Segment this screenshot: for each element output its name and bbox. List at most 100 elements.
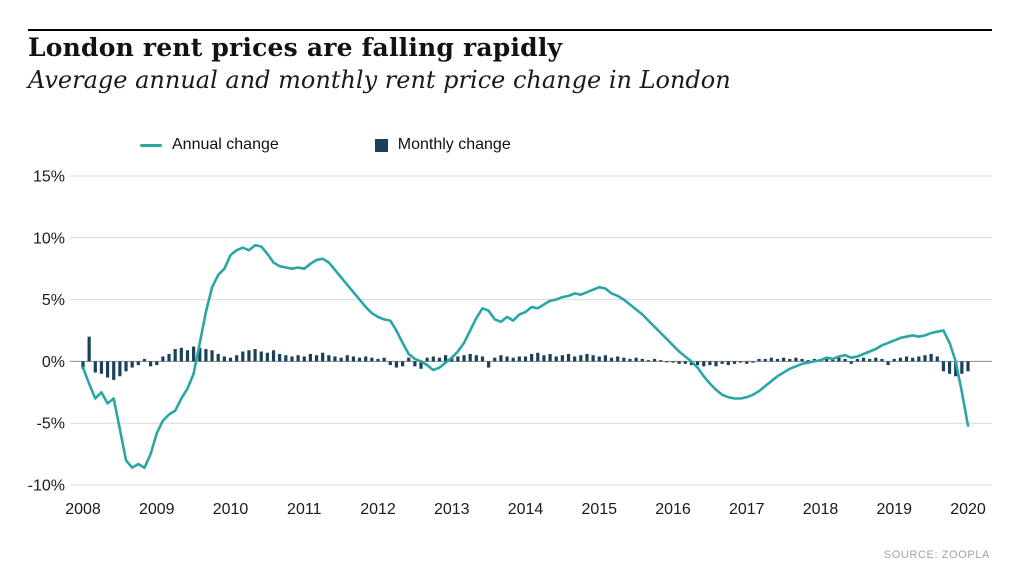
monthly-bar bbox=[560, 355, 564, 362]
monthly-bar bbox=[695, 361, 700, 366]
monthly-bar bbox=[112, 361, 116, 380]
monthly-bar bbox=[646, 360, 651, 362]
gridlines bbox=[70, 175, 992, 486]
monthly-bar bbox=[155, 361, 159, 366]
monthly-bar bbox=[462, 355, 466, 362]
rent-price-chart: 15% 10% 5% 0% -5% -10%2008 2009 2010 2011 2012 201… bbox=[28, 169, 992, 518]
chart-legend: Annual change Monthly change bbox=[140, 136, 511, 154]
monthly-bar bbox=[142, 358, 147, 362]
monthly-bar bbox=[351, 356, 356, 362]
monthly-bar bbox=[241, 351, 245, 362]
monthly-bar bbox=[308, 353, 312, 362]
monthly-bar bbox=[407, 357, 411, 362]
monthly-bar bbox=[253, 349, 257, 362]
monthly-bar bbox=[720, 361, 724, 364]
monthly-bar bbox=[327, 355, 331, 362]
monthly-bar bbox=[228, 357, 233, 362]
monthly-bar bbox=[763, 358, 767, 362]
monthly-bar bbox=[769, 357, 773, 362]
monthly-bar bbox=[93, 361, 97, 373]
monthly-bar bbox=[530, 353, 534, 362]
top-rule bbox=[28, 29, 992, 31]
x-tick-label: 2010 bbox=[213, 501, 249, 518]
monthly-bar bbox=[892, 358, 896, 362]
monthly-bar bbox=[954, 361, 958, 377]
monthly-bar bbox=[247, 350, 251, 362]
monthly-bar bbox=[941, 361, 946, 372]
monthly-bar bbox=[314, 355, 319, 362]
x-tick-label: 2012 bbox=[360, 501, 396, 518]
monthly-bar bbox=[566, 353, 571, 362]
monthly-bar bbox=[536, 352, 540, 362]
monthly-bar bbox=[837, 357, 841, 362]
monthly-bar bbox=[192, 346, 196, 362]
x-tick-label: 2009 bbox=[139, 501, 175, 518]
monthly-bar bbox=[904, 356, 909, 362]
monthly-bar bbox=[947, 361, 952, 374]
monthly-bar-swatch-icon bbox=[374, 138, 388, 152]
monthly-bar bbox=[364, 356, 368, 362]
monthly-bar bbox=[855, 358, 859, 362]
monthly-bar bbox=[726, 361, 730, 366]
monthly-bar bbox=[597, 356, 601, 362]
x-tick-label: 2019 bbox=[876, 501, 912, 518]
monthly-bar bbox=[603, 355, 607, 362]
monthly-bar bbox=[210, 350, 214, 362]
monthly-bar bbox=[880, 358, 884, 362]
monthly-bar bbox=[548, 353, 552, 362]
monthly-bar bbox=[751, 361, 755, 363]
monthly-bar bbox=[868, 358, 872, 362]
monthly-bar bbox=[382, 357, 386, 362]
monthly-bar bbox=[333, 356, 337, 362]
y-axis-labels: 15% 10% 5% 0% -5% -10% bbox=[28, 169, 65, 495]
monthly-bar bbox=[222, 356, 226, 362]
monthly-bar bbox=[321, 352, 325, 362]
monthly-bar bbox=[216, 353, 220, 362]
monthly-bar bbox=[542, 355, 546, 362]
monthly-bar bbox=[493, 357, 497, 362]
monthly-bar bbox=[271, 350, 276, 362]
monthly-bar bbox=[622, 357, 626, 362]
monthly-bar bbox=[911, 357, 915, 362]
monthly-bar bbox=[468, 353, 472, 362]
monthly-bar bbox=[757, 358, 761, 362]
monthly-bar bbox=[640, 358, 644, 362]
x-tick-label: 2015 bbox=[581, 501, 617, 518]
monthly-bar bbox=[843, 358, 847, 362]
monthly-bar bbox=[935, 356, 939, 362]
monthly-bar bbox=[235, 355, 239, 362]
monthly-bar bbox=[474, 355, 478, 362]
monthly-bar bbox=[714, 361, 718, 367]
monthly-bar bbox=[173, 349, 177, 362]
monthly-change-bars bbox=[81, 336, 970, 380]
monthly-bar bbox=[357, 357, 362, 362]
x-tick-label: 2020 bbox=[950, 501, 986, 518]
monthly-bar bbox=[739, 361, 743, 363]
monthly-bar bbox=[345, 355, 349, 362]
monthly-bar bbox=[616, 356, 620, 362]
monthly-bar bbox=[505, 356, 509, 362]
monthly-bar bbox=[745, 361, 749, 364]
monthly-bar bbox=[702, 361, 706, 367]
x-tick-label: 2014 bbox=[508, 501, 544, 518]
monthly-bar bbox=[579, 355, 583, 362]
monthly-bar bbox=[265, 352, 269, 362]
legend-item-annual: Annual change bbox=[140, 136, 279, 154]
monthly-bar bbox=[499, 355, 503, 362]
monthly-bar bbox=[591, 355, 595, 362]
monthly-bar bbox=[800, 358, 804, 362]
y-tick-label: 15% bbox=[33, 169, 65, 186]
monthly-bar bbox=[444, 355, 448, 362]
monthly-bar bbox=[259, 351, 263, 362]
x-tick-label: 2018 bbox=[803, 501, 839, 518]
y-tick-label: 0% bbox=[42, 354, 65, 371]
monthly-bar bbox=[775, 358, 780, 362]
monthly-bar bbox=[898, 357, 902, 362]
monthly-bar bbox=[149, 361, 153, 367]
monthly-bar bbox=[683, 361, 687, 364]
monthly-bar bbox=[118, 361, 122, 377]
monthly-bar bbox=[81, 361, 85, 369]
annual-change-line bbox=[81, 243, 970, 469]
monthly-bar bbox=[487, 361, 491, 368]
monthly-bar bbox=[400, 361, 405, 367]
